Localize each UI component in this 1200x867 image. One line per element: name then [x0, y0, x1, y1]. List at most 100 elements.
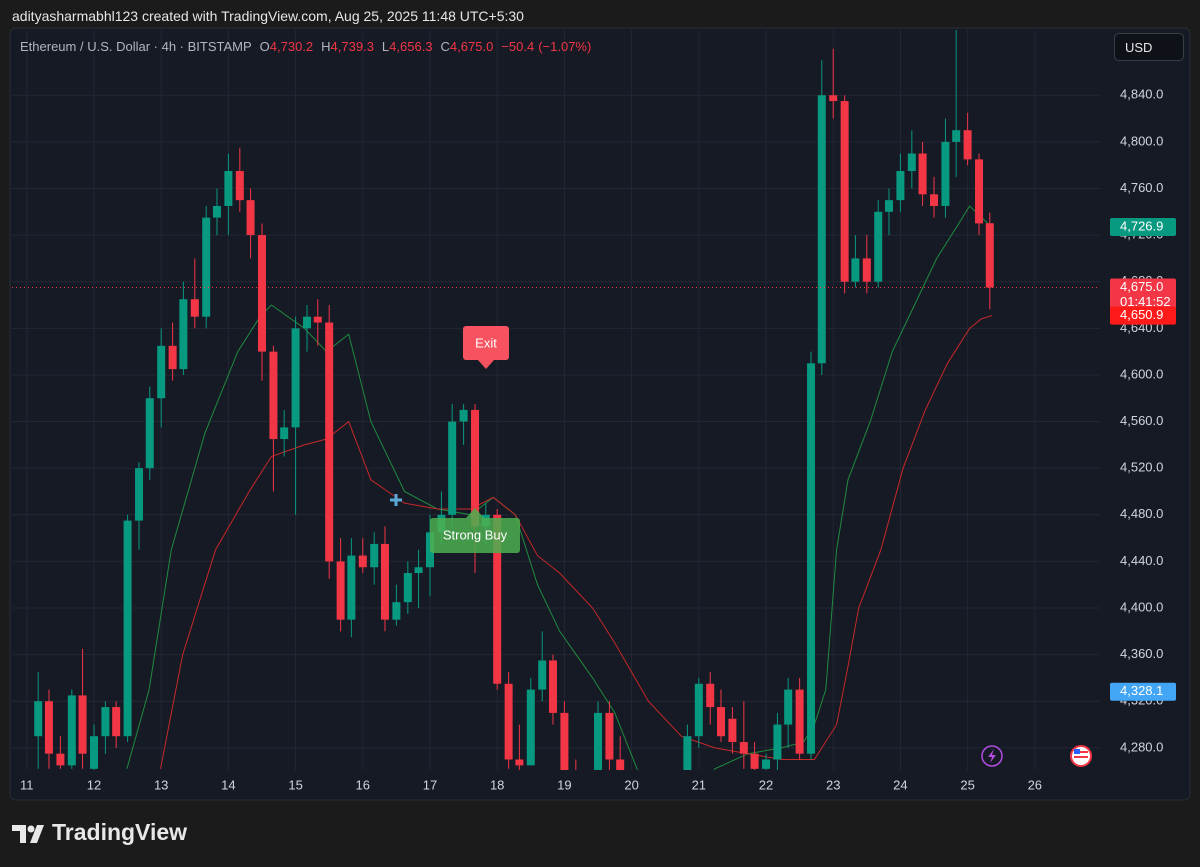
candle-body	[930, 194, 939, 206]
candle-body	[817, 95, 826, 364]
candle-body	[190, 299, 199, 317]
candle-body	[493, 514, 502, 684]
candle-body	[583, 806, 591, 829]
candle-body	[504, 683, 513, 760]
candle-body	[89, 736, 98, 769]
price-label: 4,328.1	[1120, 683, 1163, 698]
candle-body	[896, 171, 905, 201]
candle-body	[425, 532, 434, 568]
x-tick-label: 23	[826, 777, 840, 792]
candle-body	[538, 660, 547, 690]
candle-body	[224, 171, 233, 206]
x-tick-label: 17	[423, 777, 437, 792]
candle-body	[34, 701, 43, 737]
y-tick-label: 4,560.0	[1120, 413, 1163, 428]
y-tick-label: 4,400.0	[1120, 599, 1163, 614]
y-tick-label: 4,600.0	[1120, 366, 1163, 381]
candle-body	[628, 818, 636, 841]
candle-body	[807, 363, 816, 754]
candle-body	[683, 736, 692, 770]
buy-pointer	[466, 508, 484, 518]
candle-body	[650, 824, 658, 841]
candle-body	[414, 567, 423, 574]
y-tick-label: 4,800.0	[1120, 133, 1163, 148]
candle-body	[235, 171, 244, 201]
candle-body	[963, 130, 972, 160]
candle-body	[370, 543, 379, 568]
candle-body	[392, 602, 401, 620]
y-tick-label: 4,760.0	[1120, 180, 1163, 195]
candle-body	[548, 660, 557, 713]
legend-key: L	[381, 39, 390, 54]
candle-body	[907, 153, 916, 172]
y-tick-label: 4,480.0	[1120, 506, 1163, 521]
candle-body	[101, 707, 110, 737]
y-tick-label: 4,520.0	[1120, 460, 1163, 475]
candle-body	[918, 153, 927, 195]
buy-signal[interactable]	[430, 518, 520, 553]
branding: TradingView	[52, 819, 188, 845]
candle-body	[728, 718, 737, 743]
candle-body	[471, 409, 480, 527]
exit-label: Exit	[475, 335, 497, 350]
candle-body	[515, 759, 524, 766]
y-tick-label: 4,280.0	[1120, 739, 1163, 754]
candle-body	[269, 351, 278, 440]
candle-body	[560, 712, 569, 770]
candle-body	[459, 409, 468, 422]
candle-body	[706, 683, 715, 708]
candle-body	[448, 421, 457, 515]
candle-body	[795, 689, 804, 754]
price-label-box	[1110, 278, 1176, 313]
axes: 4,280.04,320.04,360.04,400.04,440.04,480…	[20, 87, 1176, 792]
plot	[12, 30, 1100, 841]
x-tick-label: 15	[288, 777, 302, 792]
legend-key: O	[259, 39, 270, 54]
event-icon[interactable]	[981, 745, 1003, 767]
candle-body	[56, 753, 65, 766]
exit-signal[interactable]	[463, 326, 509, 360]
x-tick-label: 18	[490, 777, 504, 792]
candle-body	[303, 316, 312, 329]
legend-value: 4,675.0	[449, 39, 494, 54]
candle-body	[246, 200, 255, 236]
candle-body	[280, 427, 289, 440]
legend-change: −50.4	[501, 39, 535, 54]
attribution: adityasharmabhl123 created with TradingV…	[12, 8, 524, 24]
candle-body	[313, 316, 322, 323]
candle-body	[380, 543, 389, 620]
candle-body	[840, 101, 849, 282]
logo-dot	[27, 825, 35, 833]
legend-key: C	[440, 39, 450, 54]
candle-body	[985, 223, 994, 288]
candle-body	[135, 468, 144, 521]
lightning-icon	[988, 749, 996, 763]
exit-pointer	[478, 360, 494, 369]
candle-body	[347, 555, 356, 620]
candle-body	[44, 701, 53, 754]
x-tick-label: 21	[692, 777, 706, 792]
x-tick-label: 24	[893, 777, 907, 792]
candle-body	[67, 695, 76, 766]
candle-body	[784, 689, 793, 725]
candle-body	[325, 322, 334, 562]
x-tick-label: 22	[759, 777, 773, 792]
candle-body	[975, 159, 984, 224]
candle-body	[145, 398, 154, 469]
currency-button[interactable]: USD	[1114, 33, 1184, 61]
x-tick-label: 26	[1028, 777, 1042, 792]
candle-body	[616, 759, 625, 770]
candle-body	[403, 573, 412, 603]
price-label-box	[1110, 218, 1176, 237]
candle-body	[862, 258, 871, 282]
price-label: 4,726.9	[1120, 218, 1163, 233]
candle-body	[739, 742, 748, 754]
candle-body	[941, 141, 950, 206]
y-tick-label: 4,440.0	[1120, 553, 1163, 568]
y-tick-label: 4,360.0	[1120, 646, 1163, 661]
candle-body	[716, 707, 725, 737]
candle-body	[851, 258, 860, 282]
candle-body	[157, 345, 166, 399]
